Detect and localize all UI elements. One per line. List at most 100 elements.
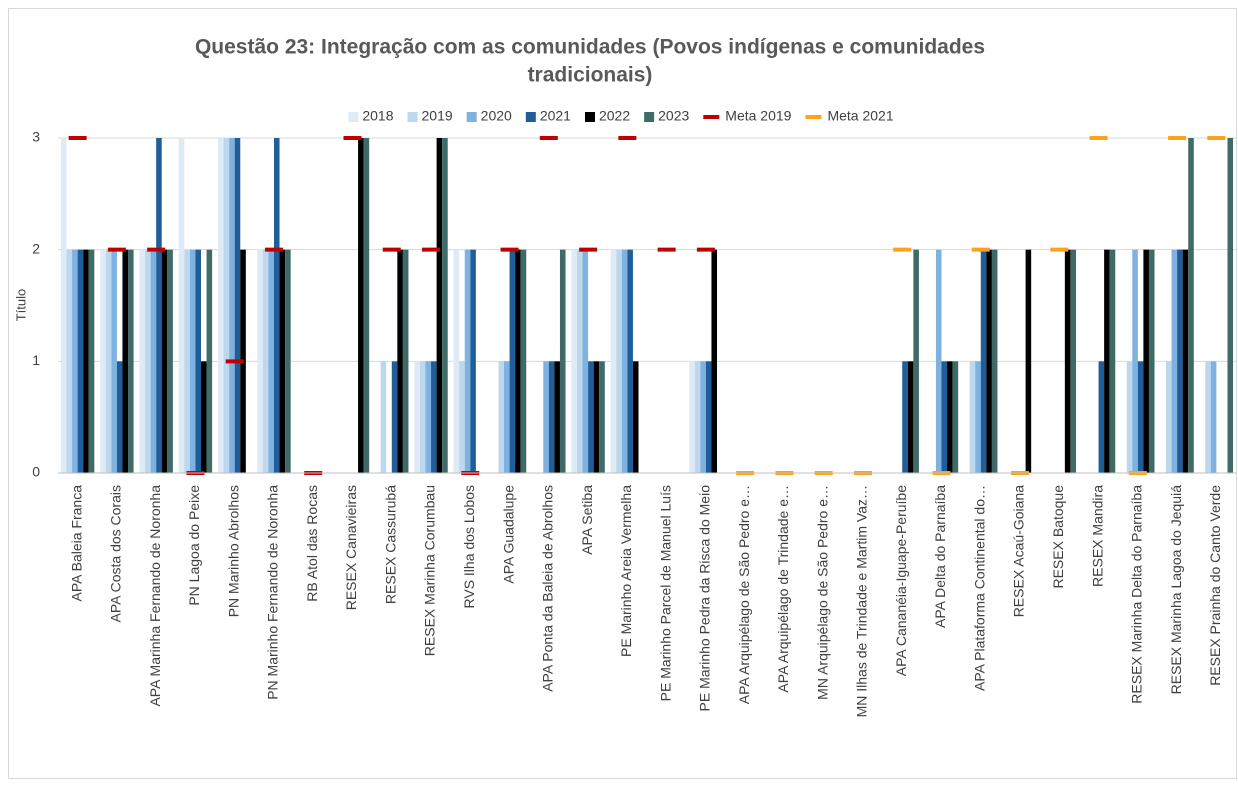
legend-label: 2022 <box>599 108 630 124</box>
bar <box>189 249 196 473</box>
x-tick-label: RB Atol das Rocas <box>304 485 320 602</box>
legend-swatch <box>407 112 418 122</box>
bar <box>498 361 505 473</box>
bar <box>83 249 89 473</box>
x-tick-label: APA Marinha Fernando de Noronha <box>147 485 163 707</box>
bar <box>1104 249 1110 473</box>
x-tick-label: APA Plataforma Continental do… <box>971 485 987 691</box>
bar <box>391 361 398 473</box>
y-tick-label: 0 <box>32 464 40 480</box>
bar <box>902 361 908 473</box>
bar <box>1188 138 1194 473</box>
bar <box>1137 361 1144 473</box>
bar <box>1210 361 1217 473</box>
bar <box>616 249 622 473</box>
bar <box>88 249 95 473</box>
bar <box>1177 249 1183 473</box>
bar <box>935 249 942 473</box>
bar <box>907 361 914 473</box>
bar <box>991 249 998 473</box>
legend-swatch <box>525 112 536 122</box>
bar <box>419 361 426 473</box>
bar <box>184 249 190 473</box>
bar <box>627 249 633 473</box>
legend-label: 2023 <box>658 108 689 124</box>
x-tick-label: RESEX Prainha do Canto Verde <box>1207 485 1223 686</box>
x-tick-label: RESEX Acaú-Goiana <box>1011 485 1027 618</box>
x-tick-label: PE Marinho Pedra da Risca do Meio <box>697 485 713 712</box>
bar <box>700 361 706 473</box>
bar <box>77 249 84 473</box>
bar <box>582 249 589 473</box>
bar <box>1182 249 1189 473</box>
bar <box>559 249 566 473</box>
bar <box>689 361 695 473</box>
bar <box>436 138 443 473</box>
chart-title: Questão 23: Integração com as comunidade… <box>195 36 985 59</box>
bar <box>206 249 213 473</box>
bar <box>610 249 617 473</box>
x-tick-label: APA Delta do Parnaíba <box>932 485 948 628</box>
bar <box>122 249 129 473</box>
bar <box>711 249 718 473</box>
bar <box>571 249 577 473</box>
x-tick-label: APA Ponta da Baleia de Abrolhos <box>540 485 556 692</box>
bar <box>1143 249 1149 473</box>
legend-label: 2020 <box>481 108 512 124</box>
bar <box>128 249 134 473</box>
bar <box>195 249 201 473</box>
bar <box>986 249 992 473</box>
bar <box>515 249 521 473</box>
bar <box>72 249 78 473</box>
bar <box>464 249 471 473</box>
bar <box>504 361 510 473</box>
bar <box>1064 249 1071 473</box>
bar <box>111 249 117 473</box>
bar <box>1126 361 1133 473</box>
x-tick-label: RESEX Mandira <box>1089 485 1105 587</box>
y-tick-label: 2 <box>32 240 40 256</box>
bar <box>397 249 403 473</box>
bar <box>145 249 151 473</box>
bar <box>161 249 168 473</box>
bar <box>268 249 274 473</box>
legend-label: 2018 <box>362 108 393 124</box>
x-tick-label: PE Marinho Parcel de Manuel Luís <box>657 485 673 701</box>
bar <box>952 361 959 473</box>
bar <box>425 361 432 473</box>
bar <box>947 361 953 473</box>
bar <box>1132 249 1138 473</box>
bar <box>632 361 639 473</box>
bar <box>520 249 527 473</box>
bar <box>1165 361 1172 473</box>
bar <box>116 361 123 473</box>
bar <box>257 249 263 473</box>
bar <box>593 361 600 473</box>
bar <box>105 249 112 473</box>
bar <box>218 138 224 473</box>
x-tick-label: APA Costa dos Corais <box>108 485 124 622</box>
bar <box>167 249 173 473</box>
legend-label: Meta 2021 <box>827 108 893 124</box>
x-tick-label: APA Baleia Franca <box>68 485 84 602</box>
x-tick-label: PN Marinho Abrolhos <box>225 485 241 617</box>
bar <box>380 361 387 473</box>
x-tick-label: APA Arquipélago de Trindade e… <box>775 485 791 693</box>
legend-label: 2019 <box>422 108 453 124</box>
x-tick-label: RESEX Marinha Lagoa do Jequiá <box>1168 485 1184 695</box>
x-tick-label: RESEX Batoque <box>1050 485 1066 589</box>
bar <box>273 138 280 473</box>
bar <box>543 361 549 473</box>
bar <box>1109 249 1116 473</box>
bar <box>60 138 67 473</box>
bar <box>548 361 555 473</box>
bar <box>279 249 286 473</box>
x-tick-label: APA Setiba <box>579 485 595 555</box>
bar <box>358 138 364 473</box>
x-tick-label: APA Cananéia-Iguape-Peruíbe <box>893 485 909 676</box>
bar <box>694 361 701 473</box>
legend-swatch <box>644 112 655 122</box>
x-tick-label: RESEX Canavieiras <box>343 485 359 610</box>
bar <box>913 249 919 473</box>
bar <box>442 138 448 473</box>
